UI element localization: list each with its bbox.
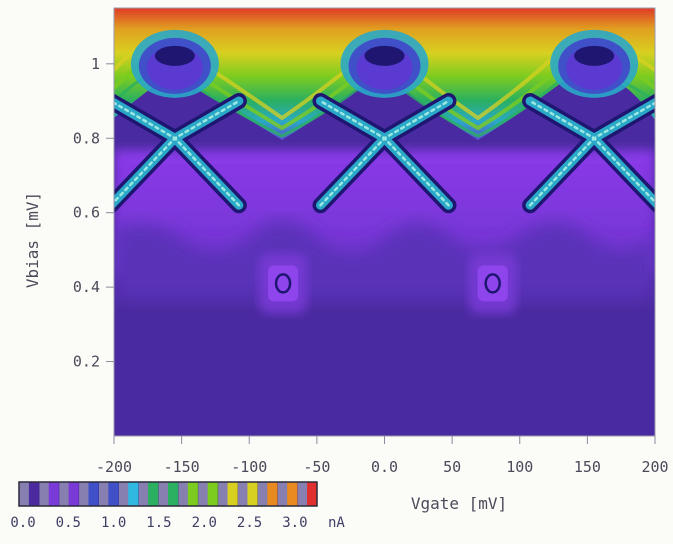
x-axis: -200 -150 -100 -50 0.0 50 100 150 200 xyxy=(96,436,669,476)
colorbar-segment xyxy=(227,482,239,506)
x-tick-label: 200 xyxy=(641,458,668,476)
y-tick-label: 0.8 xyxy=(73,129,100,147)
colorbar-segment xyxy=(217,482,229,506)
colorbar-segment xyxy=(128,482,139,506)
colorbar-segment xyxy=(19,482,30,506)
colorbar-segment xyxy=(168,482,179,506)
x-tick-label: -200 xyxy=(96,458,132,476)
y-tick-label: 0.4 xyxy=(73,278,100,296)
x-axis-title: Vgate [mV] xyxy=(411,494,507,513)
bright-spots xyxy=(259,253,517,314)
lobe-dark-cap xyxy=(574,45,615,66)
spot-core xyxy=(477,265,508,302)
x-tick-label: 150 xyxy=(574,458,601,476)
colorbar-segment xyxy=(277,482,288,506)
colorbar-tick-label: 1.0 xyxy=(101,515,126,531)
colorbar-segment xyxy=(287,482,298,506)
lobe-dark-cap xyxy=(364,45,405,66)
plot-area xyxy=(114,8,655,436)
colorbar-frame xyxy=(18,481,318,507)
colorbar-segment xyxy=(207,482,219,506)
x-tick-label: -150 xyxy=(164,458,200,476)
colorbar-segment xyxy=(78,482,90,506)
lobe-dark-cap xyxy=(154,45,195,66)
colorbar-tick-label: 3.0 xyxy=(282,515,307,531)
colorbar-segment xyxy=(187,482,199,506)
colorbar-segment xyxy=(88,482,99,506)
colorbar-segment xyxy=(58,482,70,506)
colorbar-segment xyxy=(297,482,308,506)
y-tick-label: 1 xyxy=(91,55,100,73)
colorbar-segment xyxy=(38,482,50,506)
colorbar-segment xyxy=(237,482,248,506)
x-shapes xyxy=(114,93,655,214)
colorbar: 0.0 0.5 1.0 1.5 2.0 2.5 3.0 xyxy=(10,481,318,531)
colorbar-segment xyxy=(257,482,268,506)
x-arm-highlight xyxy=(114,101,241,207)
y-axis: 0.2 0.4 0.6 0.8 1 xyxy=(73,55,114,371)
colorbar-tick-label: 0.0 xyxy=(10,515,35,531)
colorbar-segment xyxy=(68,482,80,506)
colorbar-segment xyxy=(98,482,109,506)
colorbar-segment xyxy=(177,482,189,506)
lobes xyxy=(130,29,639,98)
colorbar-segment xyxy=(267,482,278,506)
colorbar-segment xyxy=(108,482,119,506)
colorbar-segment xyxy=(118,482,129,506)
colorbar-segment xyxy=(148,482,159,506)
x-tick-label: 100 xyxy=(506,458,533,476)
x-tick-label: 50 xyxy=(443,458,461,476)
colorbar-segment xyxy=(158,482,169,506)
x-arm-highlight xyxy=(319,99,450,207)
y-axis-title: Vbias [mV] xyxy=(23,192,42,288)
x-arm-highlight xyxy=(528,99,655,204)
band-lower-bumps xyxy=(114,220,655,300)
colorbar-segment xyxy=(247,482,258,506)
colorbar-tick-label: 1.5 xyxy=(146,515,171,531)
spot-ring xyxy=(484,273,501,294)
colorbar-tick-label: 2.0 xyxy=(192,515,217,531)
colorbar-segment xyxy=(48,482,60,506)
spot-ring xyxy=(274,273,292,294)
colorbar-tick-label: 2.5 xyxy=(237,515,262,531)
colorbar-unit: nA xyxy=(328,515,345,531)
spot-core xyxy=(268,265,299,302)
x-tick-label: 0.0 xyxy=(371,458,398,476)
x-tick-label: -50 xyxy=(303,458,330,476)
colorbar-segment xyxy=(197,482,209,506)
colorbar-segment xyxy=(28,482,40,506)
x-tick-label: -100 xyxy=(231,458,267,476)
colorbar-tick-label: 0.5 xyxy=(56,515,81,531)
colorbar-segment xyxy=(307,482,318,506)
colorbar-segment xyxy=(138,482,149,506)
y-tick-label: 0.6 xyxy=(73,204,100,222)
y-tick-label: 0.2 xyxy=(73,353,100,371)
